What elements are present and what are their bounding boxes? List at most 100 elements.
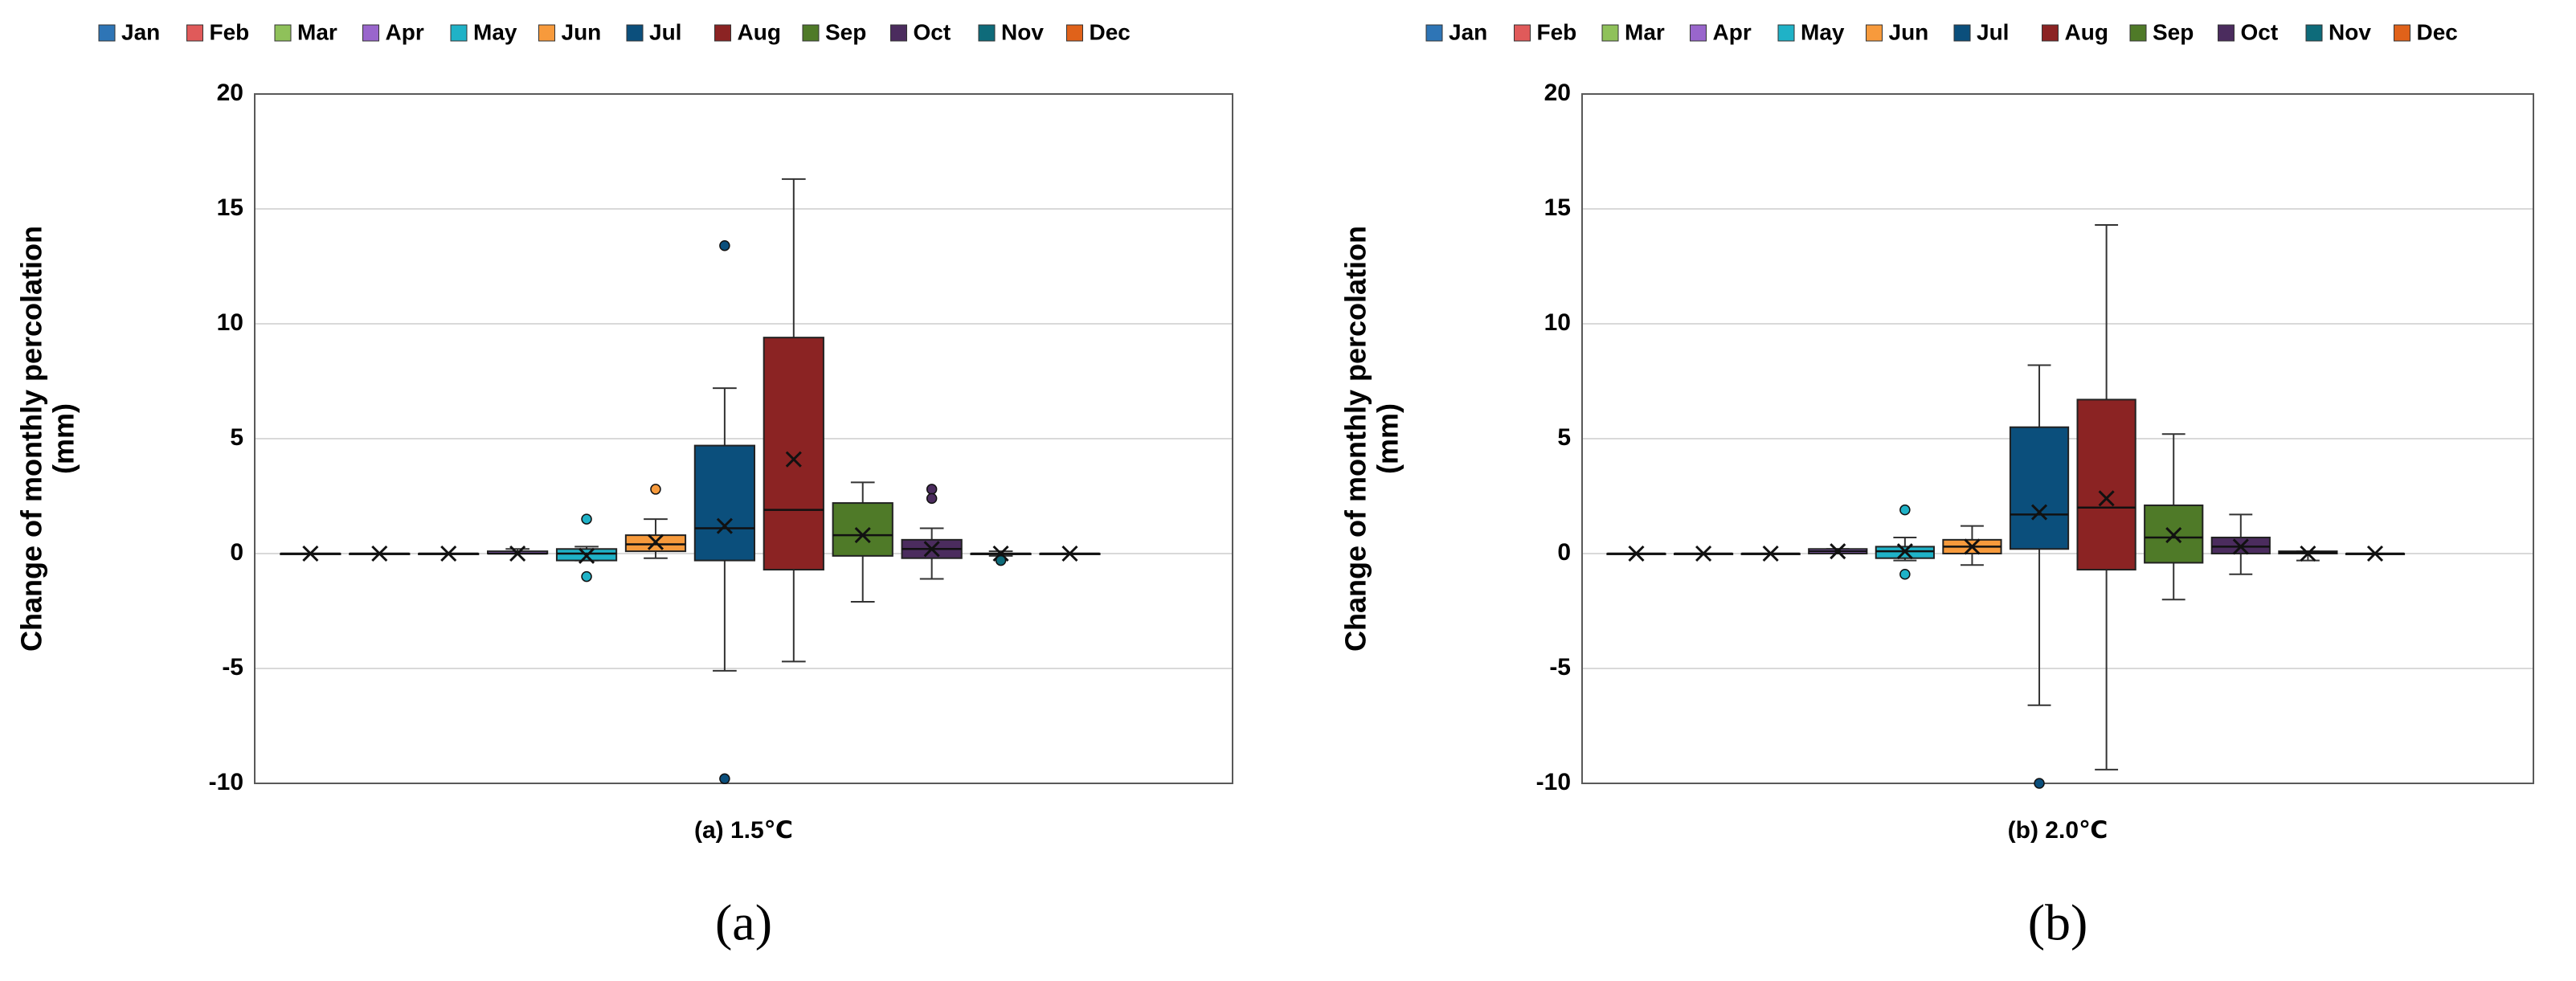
legend-swatch <box>1066 24 1083 42</box>
mean-marker <box>2232 538 2249 555</box>
y-axis-label: Change of monthly percolation <box>15 226 48 652</box>
mean-marker <box>302 545 319 562</box>
legend-label: Jul <box>1977 19 2009 44</box>
box <box>2345 545 2406 562</box>
box-body <box>2009 426 2070 550</box>
box <box>693 240 756 785</box>
legend-label: Nov <box>2329 19 2371 44</box>
mean-marker <box>1762 545 1779 562</box>
legend-swatch <box>1425 24 1443 42</box>
y-tick-label: 0 <box>1557 539 1571 566</box>
y-axis-label: (mm) <box>47 403 80 474</box>
legend-swatch <box>2218 24 2235 42</box>
legend-swatch <box>890 24 907 42</box>
plot-frame <box>254 93 1233 784</box>
chart: -10 -5 0 5 10 15 20 Change of monthly percolati… <box>15 19 1233 951</box>
mean-marker <box>716 517 733 534</box>
mean-marker <box>1695 545 1712 562</box>
x-axis-label: (a) 1.5℃ <box>694 817 793 844</box>
box <box>763 178 824 663</box>
outlier <box>926 493 938 505</box>
box <box>1039 545 1101 562</box>
box <box>2210 513 2271 575</box>
legend-label: Nov <box>1001 19 1044 44</box>
x-axis-label: (b) 2.0℃ <box>2008 817 2108 844</box>
mean-marker <box>923 541 940 558</box>
box <box>349 545 411 562</box>
outlier <box>581 513 592 525</box>
legend-swatch <box>2129 24 2147 42</box>
outlier <box>995 554 1007 566</box>
outlier <box>1899 504 1911 516</box>
box <box>970 545 1032 566</box>
mean-marker <box>371 545 388 562</box>
box-body <box>832 502 893 557</box>
y-tick-label: 10 <box>217 309 243 336</box>
y-tick-label: 5 <box>1557 424 1571 451</box>
box <box>1740 545 1801 562</box>
mean-marker <box>509 545 526 562</box>
legend-label: Oct <box>2241 19 2279 44</box>
legend-label: Aug <box>738 19 781 44</box>
mean-marker <box>1896 543 1913 560</box>
legend-swatch <box>98 24 116 42</box>
box <box>1875 504 1935 580</box>
legend-label: May <box>1801 19 1845 44</box>
box <box>2144 433 2204 601</box>
outlier <box>650 484 661 495</box>
legend-label: Jan <box>121 19 160 44</box>
legend-swatch <box>2394 24 2410 42</box>
legend: Jan Feb Mar Apr May Jun Jul Aug Sep Oct Nov Dec <box>1425 19 2458 44</box>
outlier <box>581 570 592 582</box>
mean-marker <box>2098 490 2115 507</box>
mean-marker <box>2030 504 2048 521</box>
y-tick-label: 20 <box>1544 80 1571 106</box>
mean-marker <box>647 533 664 550</box>
box-body <box>763 337 824 571</box>
y-tick-label: 10 <box>1544 309 1571 336</box>
mean-marker <box>1830 543 1846 560</box>
legend-label: Sep <box>825 19 866 44</box>
box <box>2076 224 2136 770</box>
legend-swatch <box>978 24 996 42</box>
legend-swatch <box>1777 24 1795 42</box>
box <box>280 545 341 562</box>
outlier <box>2034 778 2045 789</box>
box <box>555 513 618 582</box>
box <box>624 484 687 559</box>
y-axis-label: (mm) <box>1372 403 1405 474</box>
legend-swatch <box>538 24 555 42</box>
legend-swatch <box>1690 24 1707 42</box>
legend-swatch <box>802 24 820 42</box>
legend-swatch <box>2305 24 2323 42</box>
legend-label: Sep <box>2153 19 2194 44</box>
mean-marker <box>854 527 871 544</box>
mean-marker <box>440 545 457 562</box>
mean-marker <box>1628 545 1645 562</box>
outlier <box>926 484 938 495</box>
mean-marker <box>578 547 595 564</box>
y-tick-label: 5 <box>230 424 243 451</box>
y-tick-label: -10 <box>1536 769 1571 795</box>
legend-swatch <box>1601 24 1619 42</box>
y-tick-label: 15 <box>217 194 243 221</box>
legend-swatch <box>1866 24 1883 42</box>
legend-label: Aug <box>2065 19 2108 44</box>
legend-swatch <box>450 24 468 42</box>
mean-marker <box>2366 545 2384 562</box>
legend-label: Apr <box>386 19 424 44</box>
box <box>487 545 549 562</box>
legend-swatch <box>2042 24 2059 42</box>
outlier <box>719 773 730 785</box>
mean-marker <box>785 451 802 468</box>
box <box>2009 364 2070 789</box>
panel-label: (b) <box>2028 894 2088 951</box>
legend-label: Oct <box>914 19 951 44</box>
box-body <box>2076 399 2136 571</box>
box <box>418 545 480 562</box>
outlier <box>1899 568 1911 580</box>
legend-label: Mar <box>1625 19 1665 44</box>
legend-swatch <box>1953 24 1971 42</box>
legend-label: Apr <box>1713 19 1752 44</box>
box <box>1606 545 1666 562</box>
